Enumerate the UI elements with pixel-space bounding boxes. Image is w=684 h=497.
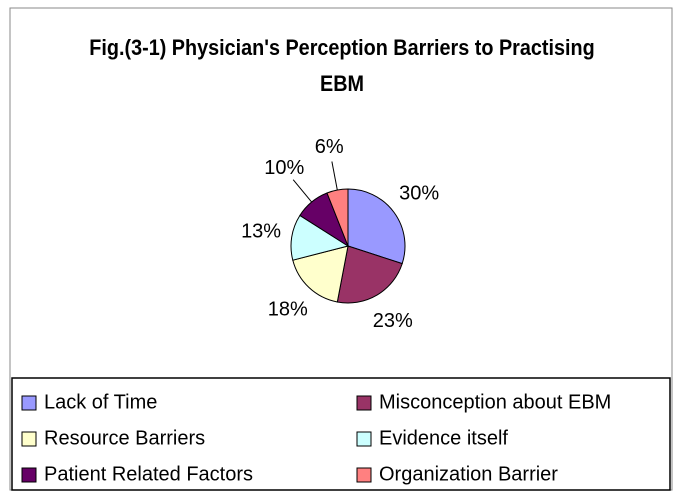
data-label: 10% bbox=[264, 157, 304, 179]
legend-label: Evidence itself bbox=[379, 427, 508, 449]
data-label: 30% bbox=[399, 183, 439, 205]
pie-slice bbox=[336, 245, 403, 304]
legend-label: Lack of Time bbox=[44, 391, 157, 413]
legend-swatch bbox=[356, 395, 372, 411]
data-label: 13% bbox=[241, 221, 281, 243]
legend-label: Misconception about EBM bbox=[379, 391, 611, 413]
legend-label: Patient Related Factors bbox=[44, 463, 253, 485]
legend-swatch bbox=[356, 431, 372, 447]
legend-box bbox=[11, 377, 671, 491]
data-label: 18% bbox=[268, 298, 308, 320]
data-label: 6% bbox=[315, 136, 344, 158]
pie-slice bbox=[347, 188, 406, 265]
legend-label: Resource Barriers bbox=[44, 427, 205, 449]
legend-swatch bbox=[21, 431, 37, 447]
legend-swatch bbox=[21, 395, 37, 411]
data-label: 23% bbox=[373, 310, 413, 332]
chart-title: Fig.(3-1) Physician's Perception Barrier… bbox=[89, 35, 595, 96]
legend-label: Organization Barrier bbox=[379, 463, 558, 485]
pie-slice bbox=[292, 245, 349, 303]
leader-line bbox=[331, 161, 338, 191]
pie-slice bbox=[326, 188, 349, 247]
legend-swatch bbox=[21, 467, 37, 483]
legend-swatch bbox=[356, 467, 372, 483]
leader-line bbox=[292, 179, 313, 203]
